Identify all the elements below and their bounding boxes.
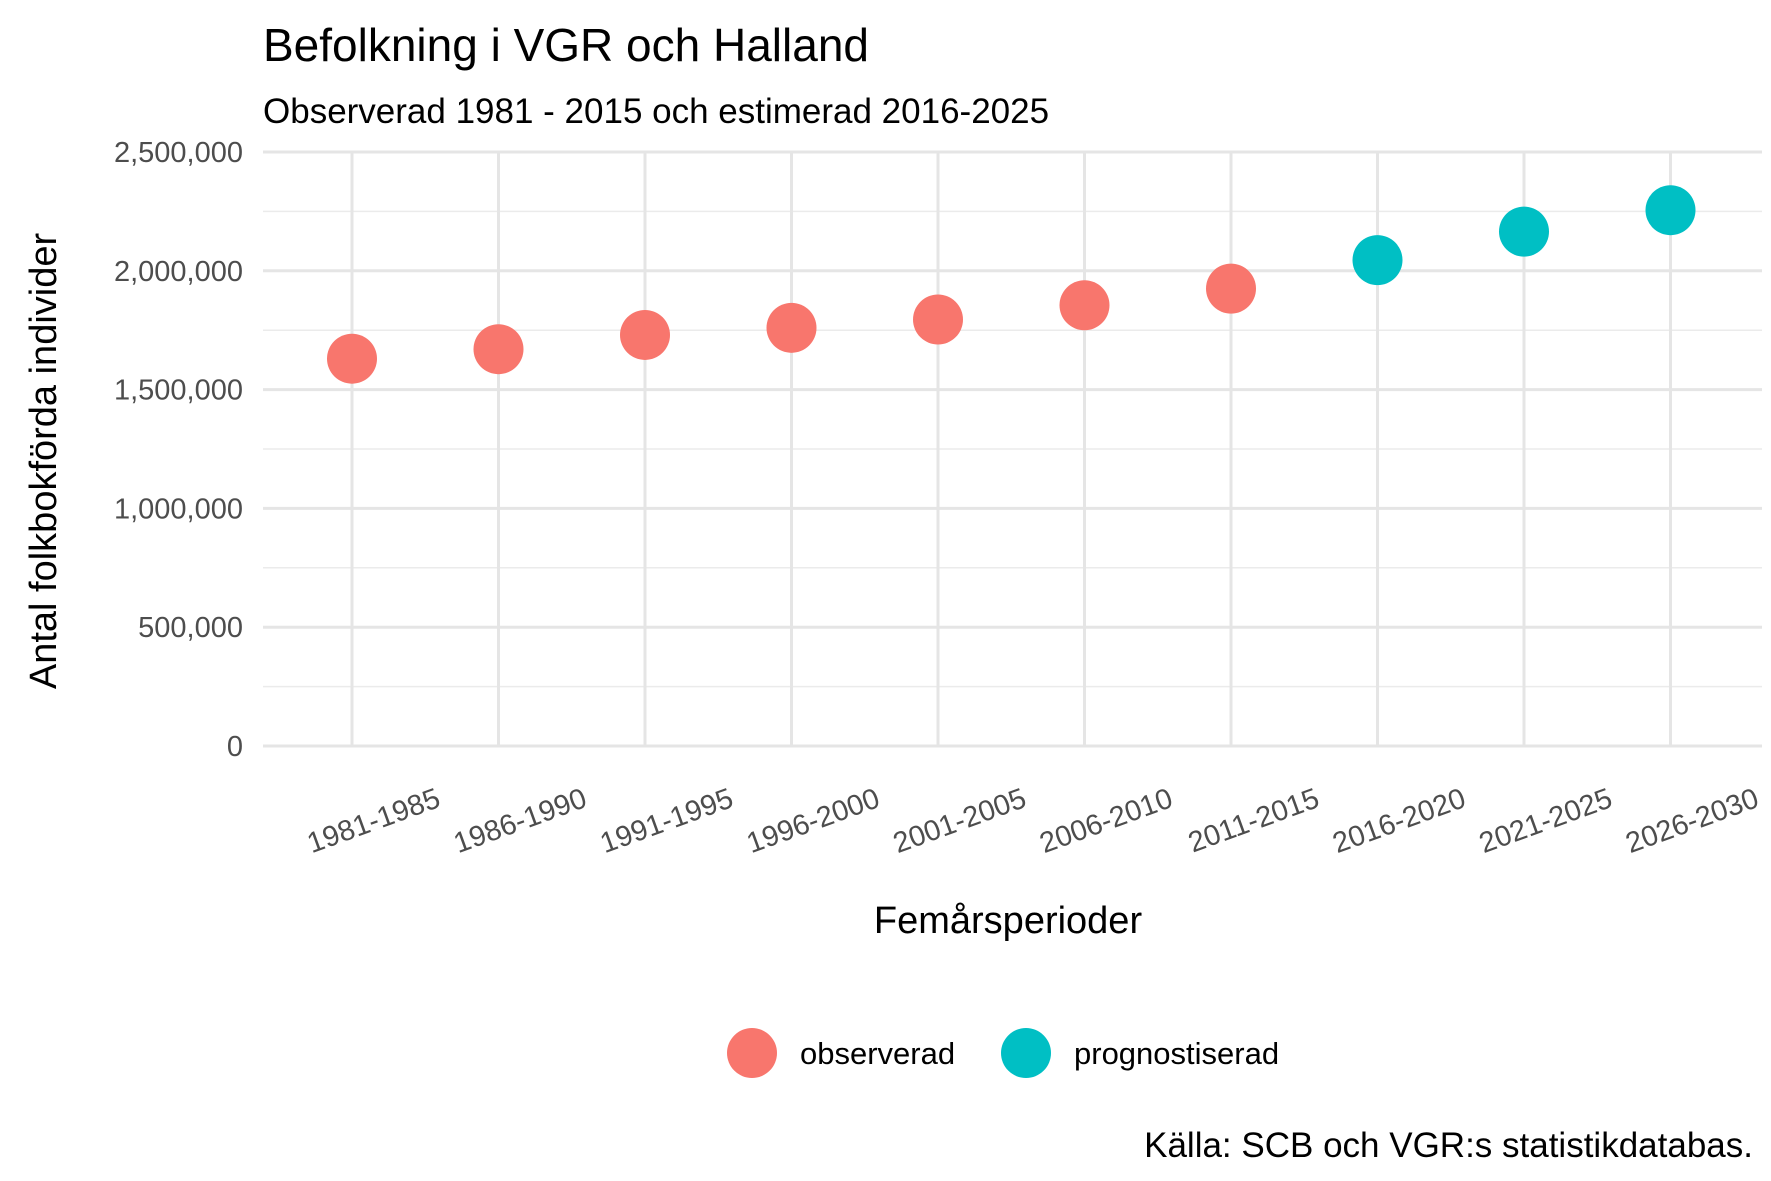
x-tick-label: 2001-2005 bbox=[889, 783, 1030, 861]
legend-key-prognostiserad bbox=[1001, 1028, 1051, 1078]
data-point-prognostiserad bbox=[1499, 206, 1549, 257]
y-tick-label: 500,000 bbox=[138, 612, 243, 644]
x-tick-label: 1986-1990 bbox=[450, 783, 591, 861]
data-point-observerad bbox=[473, 324, 524, 375]
legend: observerad prognostiserad bbox=[727, 1028, 1279, 1078]
x-tick-label: 1996-2000 bbox=[743, 783, 884, 861]
chart-title: Befolkning i VGR och Halland bbox=[263, 19, 869, 71]
legend-label-observerad: observerad bbox=[800, 1036, 955, 1071]
y-tick-label: 0 bbox=[227, 731, 243, 763]
y-tick-label: 1,000,000 bbox=[114, 493, 243, 525]
data-point-observerad bbox=[1206, 263, 1256, 314]
legend-key-observerad bbox=[727, 1028, 777, 1078]
x-tick-label: 2011-2015 bbox=[1184, 783, 1323, 860]
x-tick-label: 2016-2020 bbox=[1329, 783, 1470, 861]
grid bbox=[263, 150, 1762, 748]
data-point-observerad bbox=[1059, 280, 1110, 331]
x-tick-label: 2006-2010 bbox=[1036, 783, 1177, 861]
data-points bbox=[327, 185, 1696, 384]
chart-caption: Källa: SCB och VGR:s statistikdatabas. bbox=[1144, 1126, 1753, 1165]
x-tick-label: 1991-1995 bbox=[596, 783, 737, 861]
data-point-observerad bbox=[327, 333, 377, 384]
data-point-prognostiserad bbox=[1645, 185, 1696, 236]
chart-subtitle: Observerad 1981 - 2015 och estimerad 201… bbox=[263, 92, 1050, 131]
data-point-prognostiserad bbox=[1352, 235, 1403, 286]
y-axis-ticks: 0 500,000 1,000,000 1,500,000 2,000,000 2,500… bbox=[114, 137, 243, 763]
y-axis-title: Antal folkbokförda individer bbox=[23, 233, 65, 690]
x-axis-title: Femårsperioder bbox=[874, 900, 1143, 942]
legend-label-prognostiserad: prognostiserad bbox=[1074, 1036, 1279, 1071]
x-axis-ticks: 1981-1985 1986-1990 1991-1995 1996-2000 2001… bbox=[303, 783, 1763, 861]
y-tick-label: 2,500,000 bbox=[114, 137, 243, 169]
x-tick-label: 2026-2030 bbox=[1622, 783, 1763, 861]
y-tick-label: 1,500,000 bbox=[114, 375, 243, 407]
y-tick-label: 2,000,000 bbox=[114, 256, 243, 288]
x-tick-label: 1981-1985 bbox=[303, 783, 444, 861]
data-point-observerad bbox=[766, 302, 817, 353]
data-point-observerad bbox=[620, 309, 670, 360]
data-point-observerad bbox=[913, 294, 963, 345]
x-tick-label: 2021-2025 bbox=[1475, 783, 1616, 861]
